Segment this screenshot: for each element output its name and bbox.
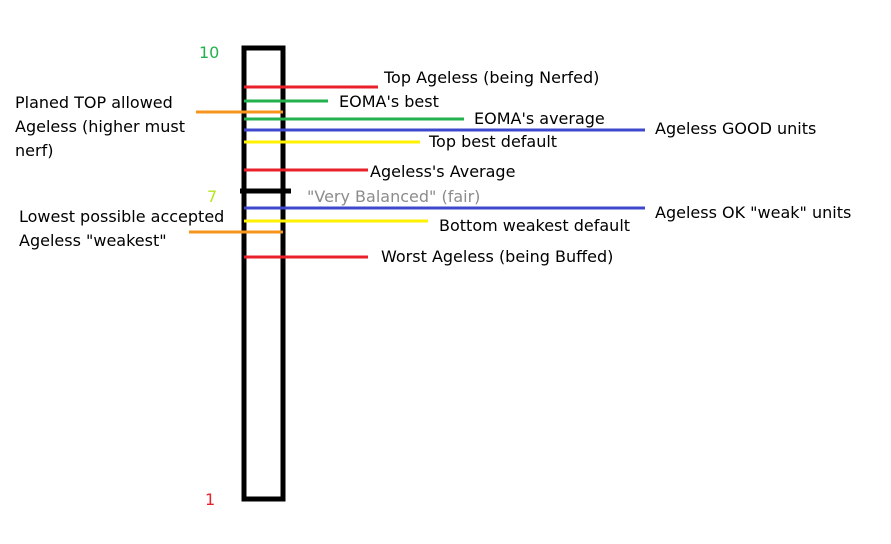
lowest-possible-accepted-label: Lowest possible accepted Ageless "weakes…	[19, 207, 225, 250]
very-balanced-label: "Very Balanced" (fair)	[307, 187, 481, 206]
bottom-weakest-default-label: Bottom weakest default	[439, 216, 631, 235]
eoma-best-label: EOMA's best	[339, 92, 439, 111]
scale-top-value: 10	[199, 43, 220, 62]
scale-bottom-value: 1	[205, 490, 216, 509]
eoma-average-label: EOMA's average	[474, 109, 605, 128]
planed-top-allowed-label: Planed TOP allowed Ageless (higher must …	[15, 93, 185, 160]
worst-ageless-label: Worst Ageless (being Buffed)	[381, 247, 614, 266]
scale-mid-value: 7	[207, 187, 218, 206]
top-best-default-label: Top best default	[429, 132, 558, 151]
ageless-ok-weak-units-label: Ageless OK "weak" units	[655, 203, 852, 222]
ageless-good-units-label: Ageless GOOD units	[655, 119, 817, 138]
top-ageless-label: Top Ageless (being Nerfed)	[384, 68, 600, 87]
ageless-average-label: Ageless's Average	[370, 162, 516, 181]
scale-bar	[241, 45, 286, 502]
